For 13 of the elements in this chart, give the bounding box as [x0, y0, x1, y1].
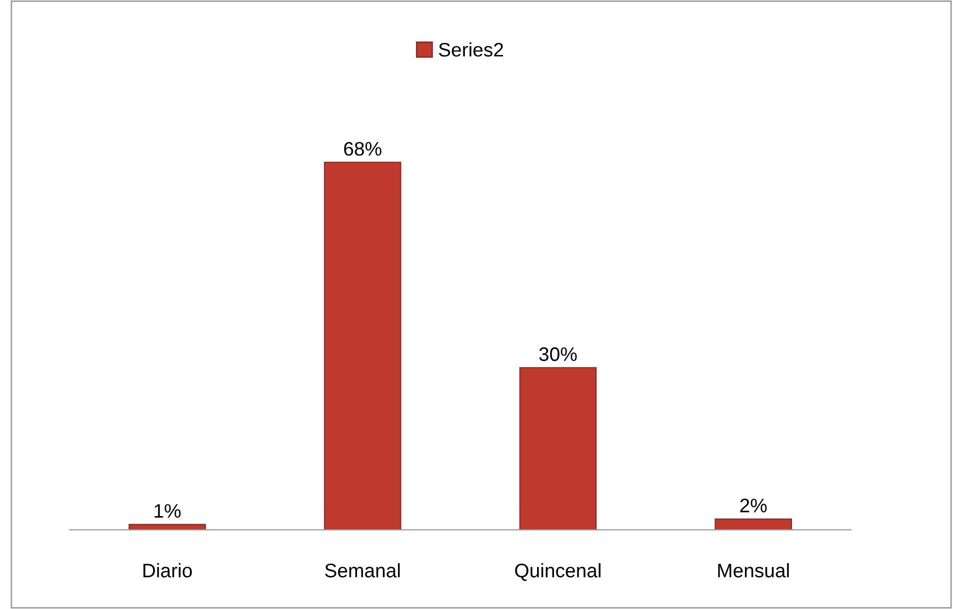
bar	[519, 367, 597, 530]
x-tick-label: Diario	[143, 563, 192, 578]
x-tick-label: Semanal	[325, 563, 400, 578]
x-tick-label: Mensual	[718, 563, 789, 578]
data-label: 68%	[344, 142, 382, 156]
legend-label: Series2	[438, 42, 503, 57]
bar	[324, 162, 402, 530]
data-label: 30%	[539, 347, 577, 362]
bar	[128, 524, 206, 530]
x-tick-label: Quincenal	[515, 563, 600, 581]
data-label: 1%	[154, 504, 181, 518]
bar	[714, 518, 792, 530]
data-label: 2%	[740, 498, 767, 512]
